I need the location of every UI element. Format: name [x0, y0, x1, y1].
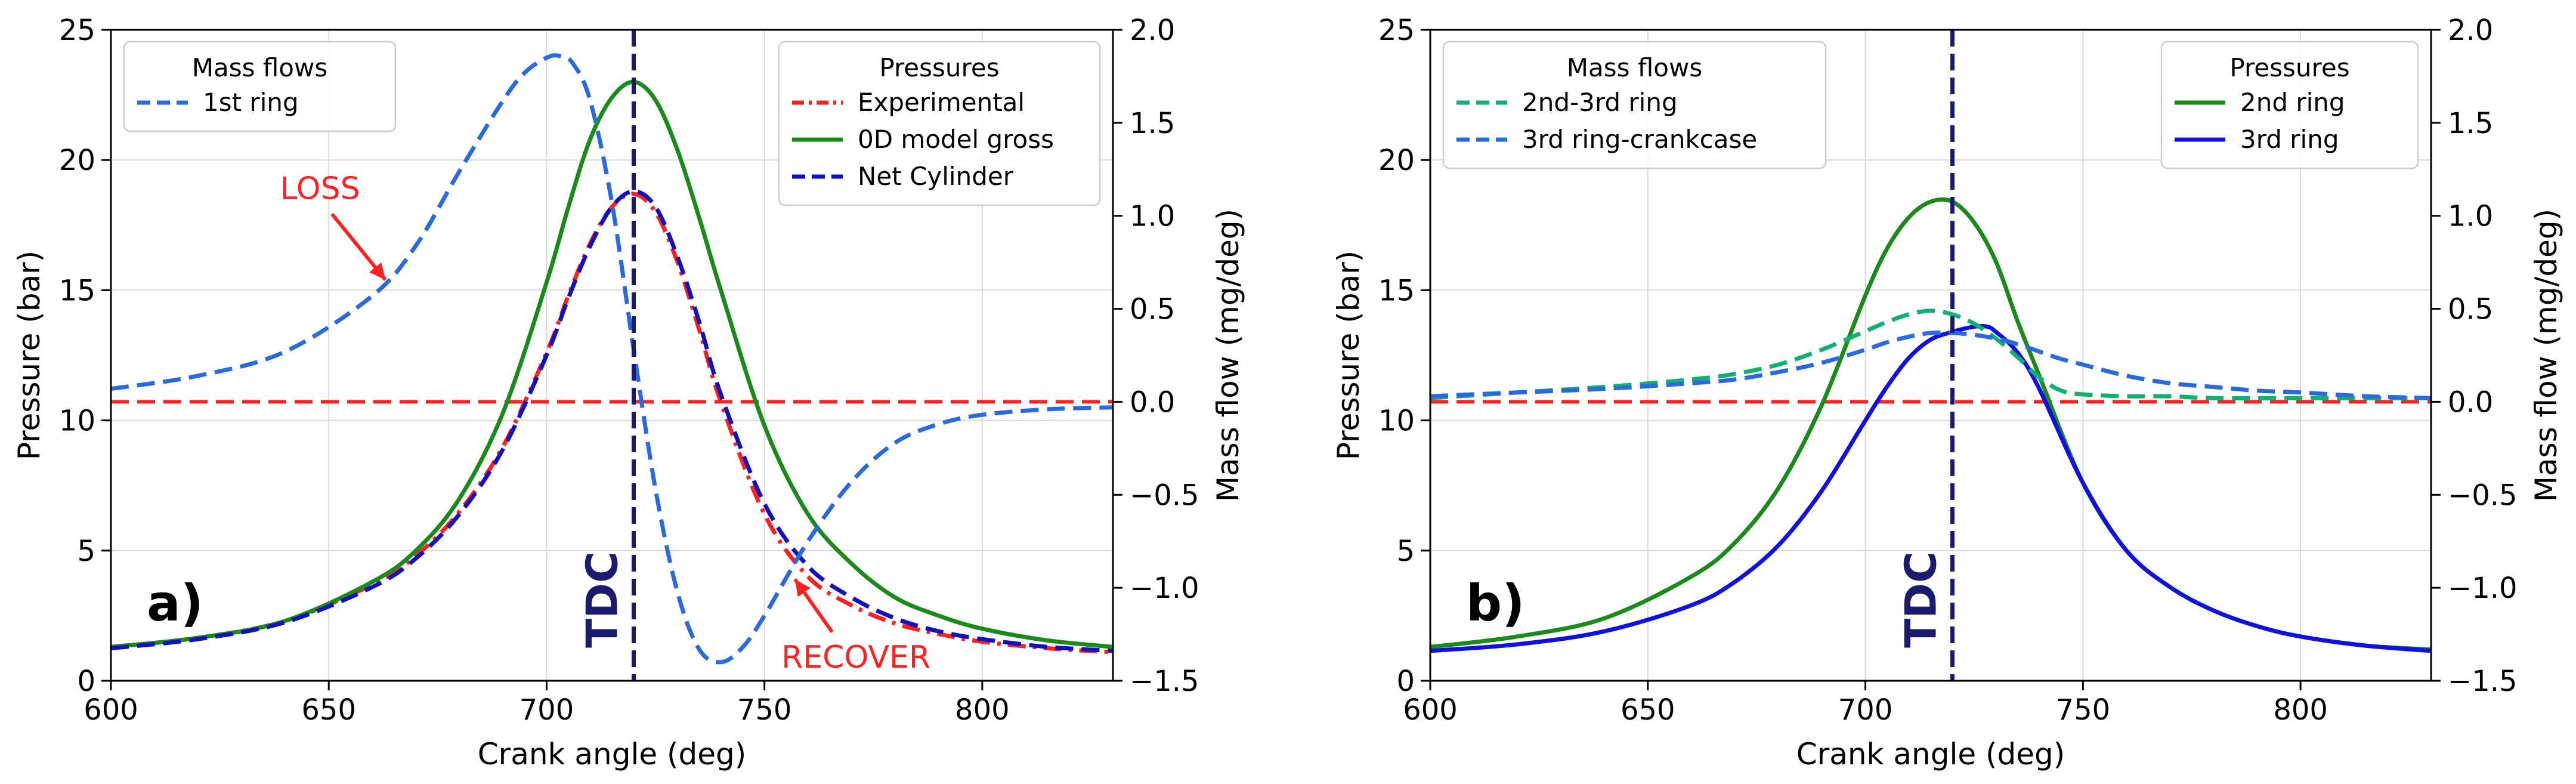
legend-box — [123, 41, 397, 132]
y-left-tick-label: 0 — [77, 665, 95, 698]
y-right-tick-label: 0.5 — [1130, 293, 1175, 326]
x-tick-label: 750 — [2056, 693, 2111, 727]
x-axis-label: Crank angle (deg) — [478, 737, 747, 771]
legend-box — [1442, 41, 1827, 169]
legend-title: Pressures — [879, 53, 999, 82]
plot-area — [1430, 30, 2431, 681]
annotation-1: RECOVER — [781, 640, 930, 675]
y-right-tick-label: 2.0 — [2448, 14, 2493, 47]
annotation-arrowhead-1 — [794, 579, 811, 597]
y-right-tick-label: −1.5 — [2448, 665, 2518, 698]
y-right-tick-label: 1.0 — [1130, 200, 1175, 233]
legend-title: Pressures — [2229, 53, 2349, 82]
series-line-1st-ring — [111, 53, 1113, 665]
x-tick-label: 750 — [737, 693, 792, 727]
series-line-3rd-ring — [1430, 323, 2431, 653]
y-left-tick-label: 10 — [1378, 405, 1415, 438]
x-tick-label: 800 — [2273, 693, 2328, 727]
y-right-tick-label: 1.5 — [2448, 107, 2493, 140]
x-tick-label: 800 — [955, 693, 1010, 727]
x-tick-label: 600 — [1403, 693, 1458, 727]
y-left-axis-label: Pressure (bar) — [12, 251, 47, 460]
legend-title: Mass flows — [192, 53, 327, 82]
legend-box — [2160, 41, 2419, 169]
legend-box — [778, 41, 1101, 206]
y-right-tick-label: 1.5 — [1130, 107, 1175, 140]
y-right-tick-label: −0.5 — [2448, 479, 2518, 512]
x-tick-label: 600 — [84, 693, 138, 727]
y-right-axis-label: Mass flow (mg/deg) — [2529, 209, 2563, 502]
y-right-tick-label: 0.5 — [2448, 293, 2493, 326]
y-right-tick-label: −1.0 — [1130, 572, 1199, 605]
y-right-axis-label: Mass flow (mg/deg) — [1211, 209, 1245, 502]
axes-frame — [1429, 29, 2432, 682]
y-right-tick-label: 1.0 — [2448, 200, 2493, 233]
panel-label: a) — [147, 574, 203, 632]
x-axis-label: Crank angle (deg) — [1796, 737, 2065, 771]
legend-entry: 0D model gross — [858, 125, 1054, 154]
legend-entry: 3rd ring — [2240, 125, 2339, 154]
y-right-tick-label: 0.0 — [1130, 385, 1175, 419]
legend-entry: 3rd ring-crankcase — [1522, 125, 1757, 154]
axes-frame — [110, 29, 1114, 682]
y-right-tick-label: −0.5 — [1130, 479, 1199, 512]
series-line-0d-model-gross — [111, 79, 1113, 649]
y-left-tick-label: 5 — [1396, 535, 1415, 568]
series-line-experimental — [111, 192, 1113, 655]
y-left-tick-label: 5 — [77, 535, 95, 568]
legend-top-left: Mass flows 2nd-3rd ring 3rd ring-crankcase — [1442, 41, 1827, 169]
chart-b: 600 650 700 750 800 0 5 10 15 20 25 −1.5 −1.0 −0.5 0.0… — [1331, 14, 2563, 771]
x-tick-label: 700 — [1838, 693, 1893, 727]
y-right-tick-label: 2.0 — [1130, 14, 1175, 47]
panel-label: b) — [1466, 574, 1525, 632]
legend-entry: Experimental — [858, 88, 1025, 117]
y-left-tick-label: 20 — [59, 144, 95, 177]
y-left-tick-label: 10 — [59, 405, 95, 438]
y-left-axis-label: Pressure (bar) — [1331, 251, 1366, 460]
series-line-3rd-ring-crankcase — [1430, 331, 2431, 400]
legend-entry: 2nd-3rd ring — [1522, 88, 1678, 117]
legend-entry: 1st ring — [203, 88, 299, 117]
y-left-tick-label: 20 — [1378, 144, 1415, 177]
y-left-tick-label: 15 — [1378, 274, 1415, 307]
legend-entry: 2nd ring — [2240, 88, 2345, 117]
legend-top-right: Pressures Experimental 0D model gross Net C… — [778, 41, 1101, 206]
tdc-label: TDC — [1895, 551, 1946, 648]
annotation-0: LOSS — [280, 171, 360, 207]
x-tick-label: 650 — [301, 693, 356, 727]
plot-area — [111, 30, 1113, 681]
y-right-tick-label: −1.5 — [1130, 665, 1199, 698]
x-tick-label: 650 — [1621, 693, 1675, 727]
y-left-tick-label: 25 — [59, 14, 95, 47]
legend-top-right: Pressures 2nd ring 3rd ring — [2160, 41, 2419, 169]
y-left-tick-label: 0 — [1396, 665, 1415, 698]
annotation-arrowhead-0 — [369, 262, 386, 280]
legend-entry: Net Cylinder — [858, 162, 1014, 191]
tdc-label: TDC — [577, 551, 627, 648]
x-tick-label: 700 — [519, 693, 574, 727]
legend-top-left: Mass flows 1st ring — [123, 41, 397, 132]
y-left-tick-label: 25 — [1378, 14, 1415, 47]
legend-title: Mass flows — [1567, 53, 1702, 82]
y-right-tick-label: 0.0 — [2448, 385, 2493, 419]
series-line-net-cylinder — [111, 189, 1113, 653]
chart-a: 600 650 700 750 800 0 5 10 15 20 25 −1.5 −1.0 −0.5 0.0… — [12, 14, 1245, 771]
series-line-2nd-3rd-ring — [1430, 308, 2431, 400]
y-right-tick-label: −1.0 — [2448, 572, 2518, 605]
y-left-tick-label: 15 — [59, 274, 95, 307]
